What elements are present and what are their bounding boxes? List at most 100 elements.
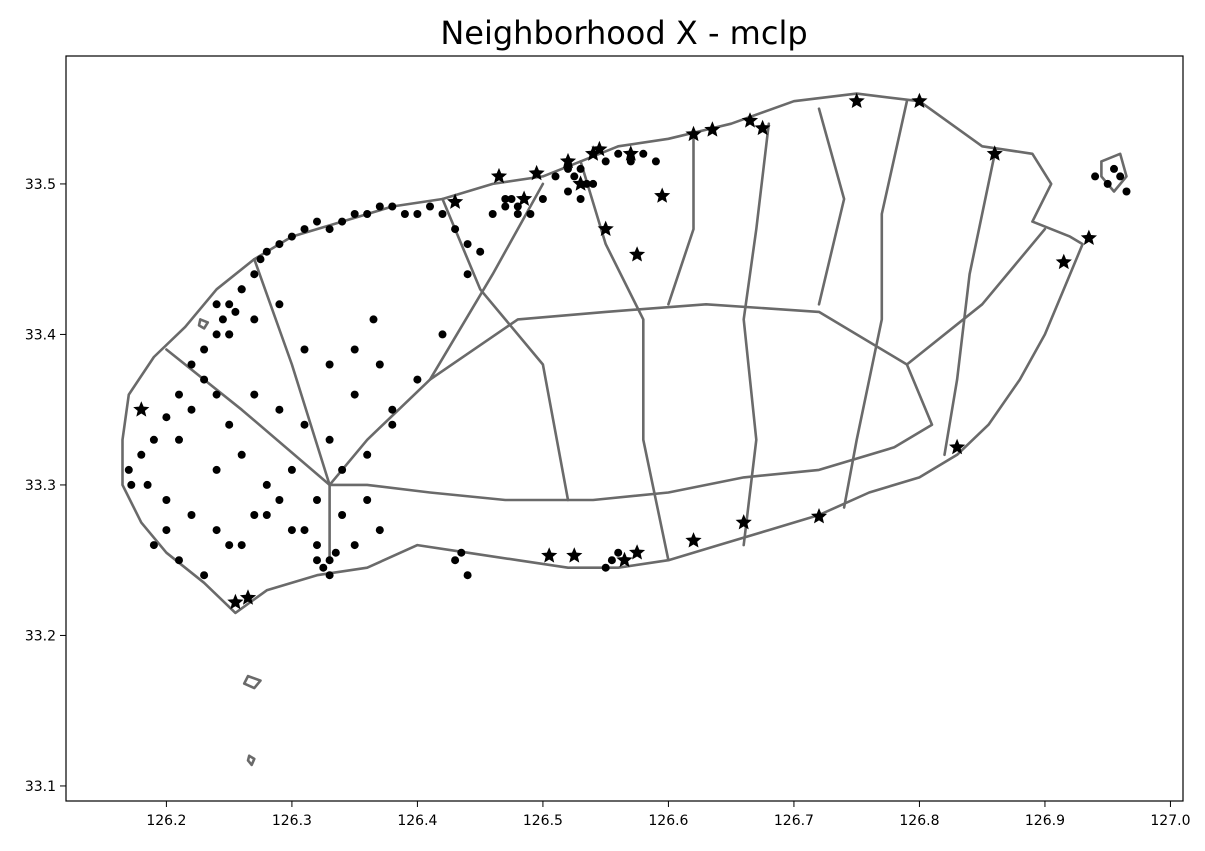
star-marker: [239, 589, 257, 605]
road-cross-7: [905, 227, 1047, 366]
road-cross-2: [742, 122, 771, 547]
point-marker: [300, 225, 309, 234]
star-marker: [704, 121, 721, 137]
x-tick-label: 126.4: [397, 813, 437, 829]
point-marker: [601, 157, 610, 166]
road-cross-10: [817, 107, 846, 306]
point-marker: [313, 541, 321, 550]
point-marker: [388, 405, 397, 414]
x-tick-label: 126.5: [523, 813, 563, 829]
road-islet-3: [197, 318, 210, 330]
point-marker: [225, 300, 234, 309]
road-cross-8: [428, 182, 545, 381]
point-marker: [275, 405, 284, 414]
point-marker: [564, 187, 572, 196]
point-marker: [237, 450, 246, 459]
star-marker: [1080, 229, 1097, 245]
point-marker: [350, 345, 359, 354]
point-marker: [275, 300, 284, 309]
star-marker: [685, 125, 702, 142]
point-marker: [426, 202, 434, 211]
point-marker: [601, 563, 610, 572]
point-marker: [212, 526, 221, 535]
point-marker: [363, 210, 372, 218]
point-marker: [127, 480, 136, 489]
road-cross-6: [943, 152, 996, 457]
star-marker: [591, 140, 608, 157]
point-marker: [476, 247, 485, 256]
y-tick-label: 33.2: [25, 628, 56, 644]
star-marker: [754, 119, 771, 136]
y-tick-label: 33.5: [25, 177, 56, 193]
star-marker: [629, 544, 646, 560]
point-marker: [250, 315, 259, 324]
point-marker: [614, 149, 623, 158]
road-cross-0: [579, 160, 670, 562]
road-cross-3: [842, 99, 909, 509]
point-marker: [250, 390, 259, 399]
road-inner-ring: [328, 303, 934, 502]
star-marker: [585, 145, 602, 161]
x-tick-label: 127.0: [1150, 813, 1190, 829]
point-marker: [526, 210, 535, 218]
star-marker: [528, 164, 545, 181]
point-marker: [175, 390, 183, 399]
point-marker: [375, 526, 384, 535]
point-marker: [589, 179, 598, 188]
point-marker: [200, 345, 209, 354]
road-cross-4: [253, 257, 331, 562]
star-marker: [911, 92, 928, 108]
y-axis: 33.1 33.2 33.3 33.4 33.5: [25, 177, 66, 795]
point-marker: [1116, 172, 1125, 181]
x-axis: 126.2 126.3 126.4 126.5 126.6 126.7 126.8 126.9…: [146, 801, 1190, 829]
star-marker: [1055, 253, 1072, 270]
point-marker: [350, 390, 359, 399]
y-tick-label: 33.3: [25, 478, 56, 494]
road-cross-1: [441, 197, 570, 502]
point-marker: [225, 330, 234, 339]
point-marker: [218, 315, 227, 324]
point-marker: [225, 420, 234, 429]
point-marker: [488, 210, 497, 218]
point-marker: [626, 157, 635, 166]
point-marker: [501, 202, 510, 211]
point-marker: [350, 210, 359, 218]
point-marker: [438, 330, 447, 339]
point-marker: [651, 157, 660, 166]
star-marker: [133, 401, 150, 417]
star-marker: [735, 514, 752, 530]
point-marker: [212, 330, 221, 339]
point-marker: [463, 270, 472, 279]
star-marker: [848, 92, 865, 108]
point-marker: [212, 465, 221, 474]
point-marker: [388, 202, 397, 211]
point-marker: [388, 420, 397, 429]
point-marker: [350, 541, 359, 550]
star-marker: [566, 547, 583, 563]
point-marker: [300, 526, 309, 535]
x-tick-label: 126.7: [774, 813, 814, 829]
star-marker: [490, 167, 508, 184]
point-marker: [369, 315, 378, 324]
point-marker: [551, 172, 560, 181]
point-marker: [262, 247, 271, 256]
point-marker: [319, 563, 328, 572]
point-marker: [237, 541, 246, 550]
star-marker: [622, 145, 639, 161]
point-marker: [463, 240, 472, 249]
point-marker: [200, 375, 209, 384]
data-points: [124, 149, 1131, 580]
point-marker: [463, 571, 472, 580]
plot-frame: [65, 55, 1184, 802]
point-marker: [325, 571, 334, 580]
point-marker: [250, 270, 259, 279]
star-marker: [741, 112, 759, 128]
point-marker: [212, 300, 221, 309]
y-tick-label: 33.4: [25, 327, 56, 343]
star-marker: [227, 593, 244, 610]
point-marker: [538, 195, 547, 203]
point-marker: [1110, 164, 1118, 173]
point-marker: [313, 217, 321, 226]
point-marker: [187, 511, 196, 519]
point-marker: [513, 210, 522, 218]
